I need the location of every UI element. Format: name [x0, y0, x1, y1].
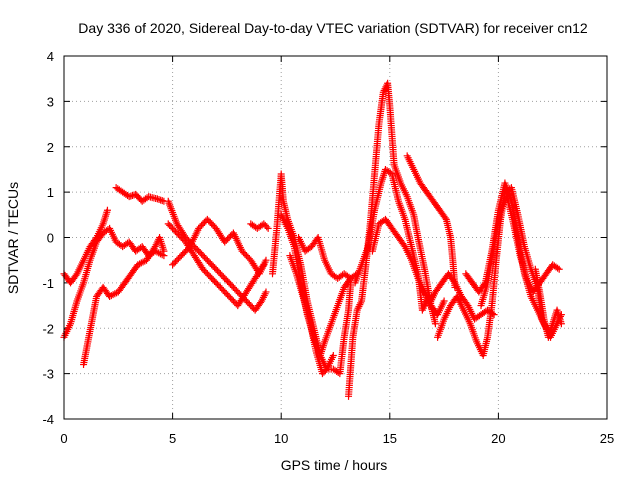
- x-tick-label: 20: [491, 431, 505, 446]
- series-satellite-track-O: [368, 215, 448, 319]
- x-tick-label: 0: [60, 431, 67, 446]
- series-satellite-track-I: [269, 170, 355, 378]
- y-tick-label: -1: [42, 276, 54, 291]
- data-point-plus-marker: [262, 288, 270, 296]
- plot-frame: [63, 55, 608, 420]
- y-tick-label: -4: [42, 412, 54, 427]
- y-tick-label: -2: [42, 321, 54, 336]
- x-tick-label: 5: [169, 431, 176, 446]
- data-point-plus-marker: [263, 223, 271, 231]
- series-satellite-track-G: [169, 215, 270, 278]
- y-tick-label: 0: [47, 231, 54, 246]
- x-tick-label: 25: [600, 431, 614, 446]
- data-point-plus-marker: [160, 247, 168, 255]
- x-tick-label: 10: [274, 431, 288, 446]
- data-point-plus-marker: [103, 206, 111, 214]
- series-satellite-track-B: [60, 206, 111, 287]
- y-tick-label: 1: [47, 185, 54, 200]
- series-satellite-track-L: [295, 234, 361, 282]
- data-point-plus-marker: [555, 265, 563, 273]
- series-satellite-track-E: [164, 197, 270, 314]
- y-tick-label: 2: [47, 140, 54, 155]
- data-point-plus-marker: [150, 244, 158, 252]
- y-tick-label: 3: [47, 94, 54, 109]
- data-point-plus-marker: [554, 264, 562, 272]
- data-point-plus-marker: [264, 224, 272, 232]
- data-point-plus-marker: [431, 320, 439, 328]
- x-tick-label: 15: [383, 431, 397, 446]
- data-point-plus-marker: [329, 351, 337, 359]
- axis-ticks: 0 5 10 15 20 25 -4 -3 -2 -1 0 1 2 3 4: [42, 49, 614, 446]
- grid-lines: [64, 56, 607, 419]
- data-point-plus-marker: [441, 214, 449, 222]
- y-axis-label: SDTVAR / TECUs: [5, 182, 21, 294]
- series-satellite-track-Q: [425, 270, 498, 323]
- y-tick-label: 4: [47, 49, 54, 64]
- data-point-plus-marker: [262, 256, 270, 264]
- data-point-plus-marker: [557, 320, 565, 328]
- series-satellite-track-M: [345, 79, 439, 400]
- y-tick-label: -3: [42, 367, 54, 382]
- series-satellite-track-U: [531, 265, 565, 341]
- data-point-plus-marker: [440, 297, 448, 305]
- x-axis-label: GPS time / hours: [281, 457, 388, 473]
- chart-title: Day 336 of 2020, Sidereal Day-to-day VTE…: [78, 20, 588, 36]
- data-points: [60, 79, 565, 400]
- series-satellite-track-C: [80, 234, 168, 369]
- series-satellite-track-H: [247, 220, 272, 232]
- series-satellite-track-K: [286, 252, 337, 378]
- series-satellite-track-D: [112, 184, 168, 205]
